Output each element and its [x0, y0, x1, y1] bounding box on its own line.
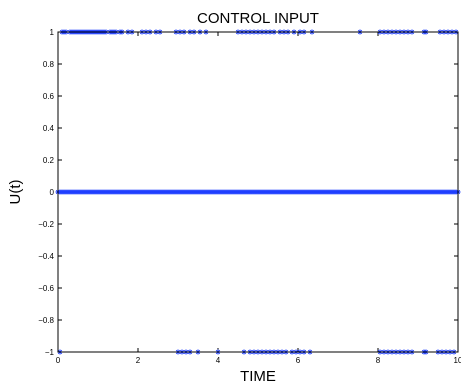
x-axis-ticks: 0 2 4 6 8 10: [56, 32, 461, 365]
y-tick-label: −0.6: [38, 284, 54, 293]
plot-frame: [57, 31, 459, 353]
y-tick-label: 1: [50, 28, 55, 37]
x-tick-label: 6: [296, 356, 301, 365]
x-tick-label: 4: [216, 356, 221, 365]
y-tick-label: 0: [50, 188, 55, 197]
x-tick-label: 0: [56, 356, 61, 365]
x-tick-label: 10: [454, 356, 461, 365]
data-markers: [55, 29, 461, 355]
y-tick-label: −1: [45, 348, 55, 357]
y-tick-label: −0.4: [38, 252, 54, 261]
y-tick-label: −0.2: [38, 220, 54, 229]
y-tick-label: 0.4: [43, 124, 55, 133]
y-tick-label: 0.6: [43, 92, 55, 101]
x-tick-label: 8: [376, 356, 381, 365]
x-tick-label: 2: [136, 356, 141, 365]
y-tick-label: −0.8: [38, 316, 54, 325]
y-tick-label: 0.2: [43, 156, 55, 165]
chart-title: CONTROL INPUT: [197, 10, 319, 27]
y-axis-label: U(t): [7, 180, 24, 205]
x-axis-label: TIME: [240, 368, 276, 383]
y-tick-label: 0.8: [43, 60, 55, 69]
